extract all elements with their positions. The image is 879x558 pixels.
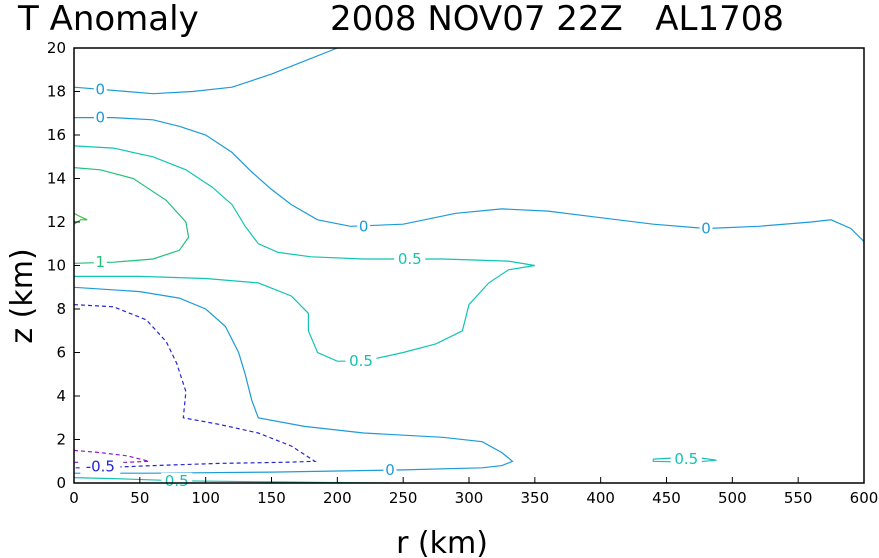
x-tick-label: 0 (69, 489, 79, 507)
y-axis-label: z (km) (5, 248, 40, 343)
x-tick-label: 350 (521, 489, 550, 507)
contour-labels: 0 0 0 0 0 0.5 0.5 0.5 0.5 1 -0.5 (80, 80, 713, 490)
contour-label-bg (383, 461, 397, 478)
chart-title-left: T Anomaly (17, 0, 199, 39)
x-tick-label: 100 (191, 489, 220, 507)
contour-line-1 (74, 117, 865, 243)
x-tick-label: 200 (323, 489, 352, 507)
contour-label: 0 (359, 217, 369, 235)
contour-line-5 (73, 212, 88, 225)
x-tick-label: 450 (652, 489, 681, 507)
x-tick-label: 400 (586, 489, 615, 507)
contour-line-8 (73, 304, 317, 469)
y-tick-label: 12 (47, 213, 66, 231)
contour-label-bg (670, 451, 702, 468)
contour-lines (73, 47, 865, 484)
contour-label-bg (93, 254, 107, 271)
y-tick-label: 20 (47, 39, 66, 57)
x-tick-label: 250 (389, 489, 418, 507)
contour-label-bg (161, 472, 193, 489)
contour-label-bg (699, 220, 713, 237)
contour-label-bg (357, 218, 371, 235)
y-tick-label: 0 (56, 474, 66, 492)
contour-label: 0 (701, 220, 711, 238)
contour-label: 0 (385, 461, 395, 479)
y-tick-label: 2 (56, 431, 66, 449)
x-tick-label: 50 (130, 489, 149, 507)
contour-label: 0.5 (349, 352, 373, 370)
x-tick-label: 600 (850, 489, 879, 507)
contour-line-6 (73, 477, 391, 484)
contour-label: -0.5 (86, 458, 115, 476)
contour-line-0 (73, 47, 338, 95)
contour-label-bg (80, 458, 121, 475)
contour-label: 0.5 (165, 472, 189, 490)
contour-label: 0.5 (674, 450, 698, 468)
x-tick-label: 550 (784, 489, 813, 507)
contour-label-bg (394, 250, 426, 267)
contour-label: 0.5 (398, 250, 422, 268)
y-tick-label: 6 (56, 344, 66, 362)
contour-label: 0 (96, 109, 106, 127)
y-tick-label: 18 (47, 83, 66, 101)
y-tick-label: 16 (47, 126, 66, 144)
contour-label-bg (93, 81, 107, 98)
chart-title-right: 2008 NOV07 22Z AL1708 (330, 0, 784, 39)
y-tick-label: 4 (56, 387, 66, 405)
contour-label-bg (93, 109, 107, 126)
contour-label: 0 (96, 80, 106, 98)
x-axis-ticks: 0 50 100 150 200 250 300 350 400 450 500 550 600 (69, 477, 878, 507)
contour-line-3 (73, 145, 535, 362)
contour-line-2 (73, 286, 514, 474)
y-tick-label: 14 (47, 170, 66, 188)
x-axis-label: r (km) (396, 526, 488, 558)
x-tick-label: 150 (257, 489, 286, 507)
y-tick-label: 8 (56, 300, 66, 318)
contour-label: 1 (96, 253, 106, 271)
plot-frame (73, 47, 865, 484)
y-tick-label: 10 (47, 257, 66, 275)
contour-line-4 (73, 167, 190, 264)
contour-label-bg (345, 353, 377, 370)
x-tick-label: 300 (455, 489, 484, 507)
y-axis-ticks: 0 2 4 6 8 10 12 14 16 18 20 (47, 39, 80, 492)
x-tick-label: 500 (718, 489, 747, 507)
